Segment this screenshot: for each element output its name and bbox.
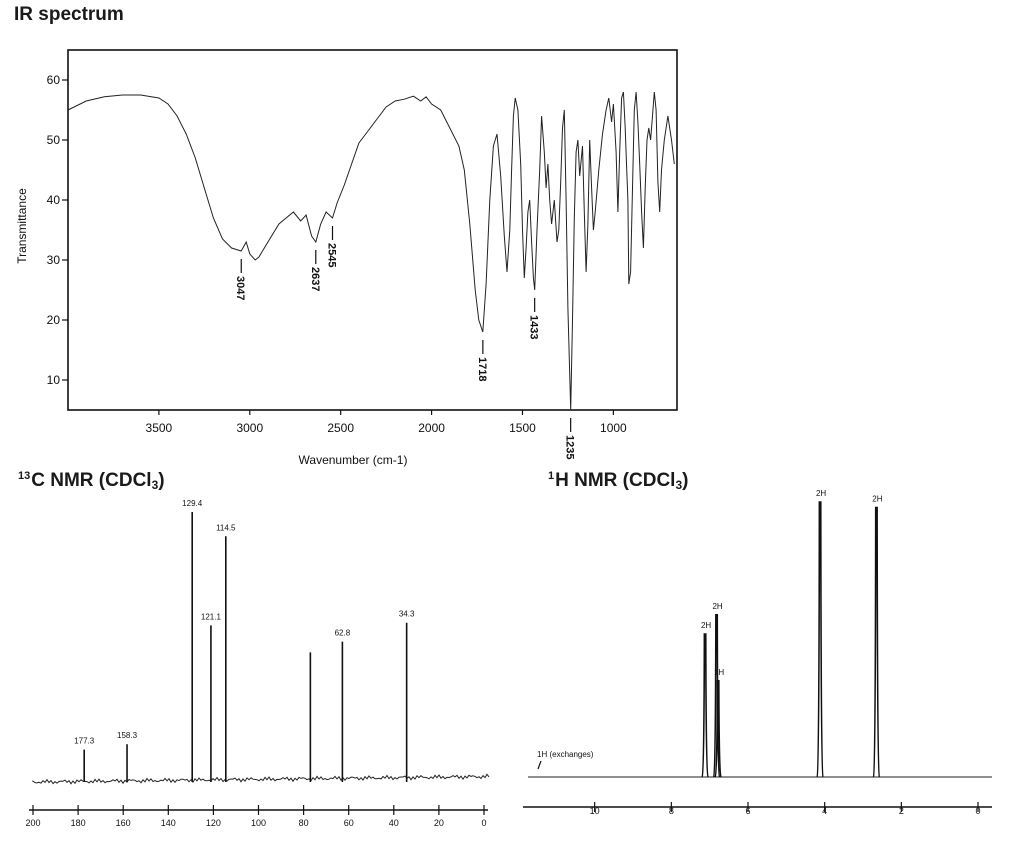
c13-title-main: C NMR (CDCl [31, 470, 152, 491]
ir-y-tick-label: 30 [47, 253, 61, 267]
c13-x-tick-label: 100 [251, 818, 266, 828]
ir-y-axis-label: Transmittance [15, 188, 29, 264]
c13-x-tick-label: 200 [25, 818, 40, 828]
h1-peak [712, 613, 721, 778]
ir-y-tick-label: 60 [47, 73, 61, 87]
h1-exchange-note: 1H (exchanges) [537, 750, 594, 759]
c13-x-tick-label: 160 [116, 818, 131, 828]
c13-peak-label: 114.5 [216, 523, 236, 532]
h1-title-main: H NMR (CDCl [555, 470, 676, 491]
h1-title-end: ) [682, 470, 689, 491]
c13-peak-label: 121.1 [201, 612, 222, 621]
h1-nmr-title: 1H NMR (CDCl3) [548, 470, 688, 492]
c13-peak-label: 158.3 [117, 731, 138, 740]
h1-peak [714, 679, 722, 778]
c13-x-tick-label: 120 [206, 818, 221, 828]
ir-peak-label: 1718 [476, 357, 488, 381]
c13-peak-label: 34.3 [399, 610, 415, 619]
ir-y-tick-label: 50 [47, 133, 61, 147]
c13-x-tick-label: 60 [344, 818, 354, 828]
ir-peak-label: 3047 [234, 276, 246, 300]
ir-plot-frame [67, 49, 678, 411]
ir-spectrum-title: IR spectrum [14, 4, 124, 25]
h1-x-tick-label: 0 [975, 806, 980, 816]
h1-x-tick-label: 2 [899, 806, 904, 816]
ir-peak-label: 1433 [528, 315, 540, 339]
c13-title-subscript: 3 [151, 478, 159, 492]
c13-x-tick-label: 40 [389, 818, 399, 828]
c13-x-tick-label: 0 [481, 818, 486, 828]
c13-peak-label: 177.3 [74, 737, 95, 746]
ir-x-tick-label: 1500 [509, 421, 536, 435]
c13-title-end: ) [158, 470, 165, 491]
ir-peak-label: 1235 [564, 435, 576, 459]
ir-x-tick-label: 1000 [600, 421, 627, 435]
c13-title-superscript: 13 [18, 470, 31, 482]
c13-x-tick-label: 80 [299, 818, 309, 828]
c13-peak-label: 129.4 [182, 499, 203, 508]
h1-peak-label: 2H [712, 602, 722, 611]
h1-peak-label: 2H [701, 621, 711, 630]
ir-y-tick-label: 40 [47, 193, 61, 207]
ir-x-tick-label: 3500 [146, 421, 173, 435]
ir-peak-label: 2545 [326, 243, 338, 267]
h1-peak [816, 501, 824, 778]
h1-x-tick-label: 6 [745, 806, 750, 816]
c13-x-tick-label: 20 [434, 818, 444, 828]
c13-x-tick-label: 140 [161, 818, 176, 828]
h1-x-tick-label: 4 [822, 806, 827, 816]
c13-peak-label: 62.8 [335, 629, 351, 638]
ir-y-tick-label: 20 [47, 313, 61, 327]
h1-title-subscript: 3 [675, 478, 683, 492]
h1-peak-label: 2H [872, 495, 882, 504]
c13-baseline-noise [32, 773, 490, 785]
ir-x-tick-label: 2500 [327, 421, 354, 435]
ir-x-tick-label: 2000 [418, 421, 445, 435]
ir-peak-label: 2637 [309, 267, 321, 291]
c13-x-tick-label: 180 [71, 818, 86, 828]
ir-x-axis-label: Wavenumber (cm-1) [299, 453, 408, 467]
h1-peak-label: 2H [816, 489, 826, 498]
h1-peak [701, 633, 709, 778]
ir-transmittance-line [67, 91, 675, 411]
h1-exchange-marker [537, 760, 542, 770]
h1-peak [872, 506, 881, 778]
h1-peak-label: 1H [714, 668, 724, 677]
h1-x-tick-label: 10 [590, 806, 600, 816]
ir-x-tick-label: 3000 [236, 421, 263, 435]
ir-y-tick-label: 10 [47, 373, 61, 387]
h1-x-tick-label: 8 [669, 806, 674, 816]
h1-title-superscript: 1 [548, 470, 555, 482]
c13-nmr-title: 13C NMR (CDCl3) [18, 470, 165, 492]
